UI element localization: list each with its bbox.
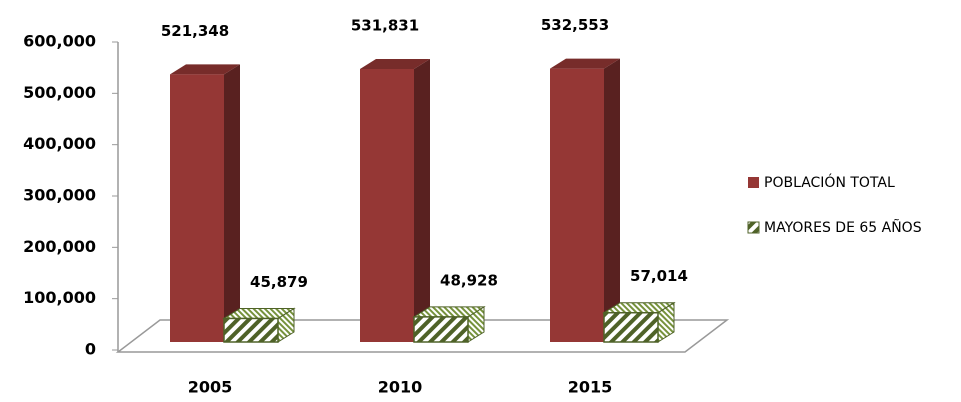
- y-tick-label: 300,000: [23, 186, 96, 205]
- data-label: 57,014: [630, 267, 688, 285]
- y-tick-label: 500,000: [23, 83, 96, 102]
- bar-top: [170, 64, 240, 75]
- bar-top: [550, 58, 620, 69]
- legend-swatch: [747, 221, 760, 234]
- y-tick-label: 100,000: [23, 288, 96, 307]
- bar: [223, 317, 279, 343]
- bar: [550, 68, 604, 342]
- y-tick-label: 400,000: [23, 134, 96, 153]
- y-tick-label: 200,000: [23, 237, 96, 256]
- bar-side: [414, 58, 430, 343]
- data-label: 531,831: [351, 16, 419, 34]
- bar: [170, 74, 224, 342]
- data-label: 45,879: [250, 273, 308, 291]
- x-tick-label: 2010: [378, 378, 423, 397]
- x-tick-label: 2015: [568, 378, 613, 397]
- bar: [360, 68, 414, 343]
- legend-label: POBLACIÓN TOTAL: [764, 173, 895, 191]
- data-label: 48,928: [440, 271, 498, 289]
- legend-label: MAYORES DE 65 AÑOS: [764, 219, 922, 236]
- legend-swatch: [748, 177, 759, 188]
- data-label: 521,348: [161, 22, 229, 40]
- y-tick-label: 0: [85, 340, 96, 359]
- bar: [603, 311, 659, 343]
- bar: [413, 316, 469, 343]
- data-label: 532,553: [541, 16, 609, 34]
- bar-top: [360, 58, 430, 69]
- y-tick-label: 600,000: [23, 32, 96, 51]
- x-tick-label: 2005: [188, 378, 233, 397]
- bar-side: [604, 58, 620, 342]
- bar-side: [224, 64, 240, 342]
